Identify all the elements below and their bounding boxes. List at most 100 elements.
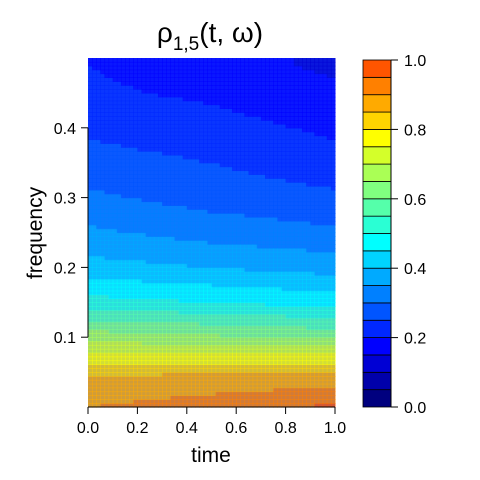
contour-cell	[108, 209, 114, 214]
contour-cell	[252, 61, 258, 67]
contour-cell	[166, 325, 171, 331]
contour-cell	[133, 85, 138, 90]
contour-cell	[162, 197, 167, 203]
contour-cell	[215, 403, 221, 408]
contour-cell	[88, 224, 93, 230]
contour-cell	[269, 89, 274, 94]
contour-cell	[174, 279, 180, 284]
contour-cell	[207, 310, 213, 315]
contour-cell	[178, 112, 184, 117]
contour-cell	[170, 337, 176, 342]
contour-cell	[141, 387, 147, 393]
contour-cell	[178, 383, 184, 389]
contour-cell	[302, 267, 307, 272]
contour-cell	[269, 220, 274, 226]
contour-cell	[293, 310, 299, 315]
contour-cell	[157, 379, 163, 385]
contour-cell	[252, 364, 258, 369]
contour-cell	[240, 120, 246, 125]
contour-cell	[227, 368, 233, 373]
contour-cell	[293, 348, 299, 354]
contour-cell	[232, 209, 237, 214]
contour-cell	[203, 69, 208, 75]
contour-cell	[120, 298, 126, 303]
contour-cell	[153, 282, 159, 288]
contour-cell	[116, 154, 122, 160]
contour-cell	[236, 178, 241, 183]
contour-cell	[141, 395, 147, 400]
contour-cell	[96, 306, 101, 311]
contour-cell	[96, 329, 101, 334]
contour-cell	[199, 185, 204, 191]
contour-cell	[182, 189, 188, 195]
contour-cell	[207, 348, 213, 354]
contour-cell	[273, 104, 278, 110]
contour-cell	[240, 69, 246, 75]
contour-cell	[289, 154, 295, 160]
contour-cell	[174, 255, 180, 261]
contour-cell	[223, 255, 229, 261]
contour-cell	[157, 333, 163, 338]
contour-cell	[149, 391, 155, 396]
contour-cell	[256, 286, 262, 292]
contour-cell	[182, 81, 188, 86]
contour-cell	[223, 178, 229, 183]
contour-cell	[297, 310, 303, 315]
contour-cell	[203, 387, 208, 393]
contour-cell	[162, 127, 167, 133]
contour-cell	[215, 158, 221, 164]
contour-cell	[297, 255, 303, 261]
contour-cell	[236, 127, 241, 133]
contour-cell	[141, 158, 147, 164]
contour-cell	[273, 154, 278, 160]
contour-cell	[256, 341, 262, 346]
contour-cell	[141, 220, 147, 226]
contour-cell	[153, 189, 159, 195]
contour-cell	[252, 116, 258, 121]
contour-cell	[182, 251, 188, 257]
contour-cell	[310, 341, 316, 346]
contour-cell	[211, 329, 217, 334]
contour-cell	[306, 216, 311, 222]
contour-cell	[153, 123, 159, 129]
contour-cell	[211, 263, 217, 268]
contour-cell	[223, 399, 229, 404]
contour-cell	[248, 344, 254, 350]
contour-cell	[96, 209, 101, 214]
contour-cell	[256, 302, 262, 307]
contour-cell	[310, 255, 316, 261]
contour-cell	[88, 143, 93, 148]
contour-cell	[285, 127, 291, 133]
contour-cell	[211, 65, 217, 71]
contour-cell	[166, 123, 171, 129]
contour-cell	[133, 232, 138, 237]
contour-cell	[244, 313, 250, 319]
contour-cell	[293, 58, 299, 63]
contour-cell	[289, 368, 295, 373]
contour-cell	[223, 240, 229, 245]
contour-cell	[260, 329, 266, 334]
contour-cell	[178, 352, 184, 358]
contour-cell	[310, 81, 316, 86]
contour-cell	[108, 58, 114, 63]
contour-cell	[195, 356, 200, 362]
contour-cell	[174, 112, 180, 117]
contour-cell	[252, 170, 258, 175]
contour-cell	[162, 399, 167, 404]
contour-cell	[223, 282, 229, 288]
contour-cell	[260, 290, 266, 296]
contour-cell	[207, 298, 213, 303]
contour-cell	[252, 96, 258, 102]
contour-cell	[203, 251, 208, 257]
contour-cell	[116, 116, 122, 121]
contour-cell	[232, 329, 237, 334]
contour-cell	[104, 158, 110, 164]
contour-cell	[96, 298, 101, 303]
contour-cell	[125, 348, 130, 354]
contour-cell	[129, 399, 134, 404]
contour-cell	[129, 81, 134, 86]
contour-cell	[310, 228, 316, 234]
contour-cell	[133, 298, 138, 303]
contour-cell	[297, 228, 303, 234]
contour-cell	[108, 61, 114, 67]
